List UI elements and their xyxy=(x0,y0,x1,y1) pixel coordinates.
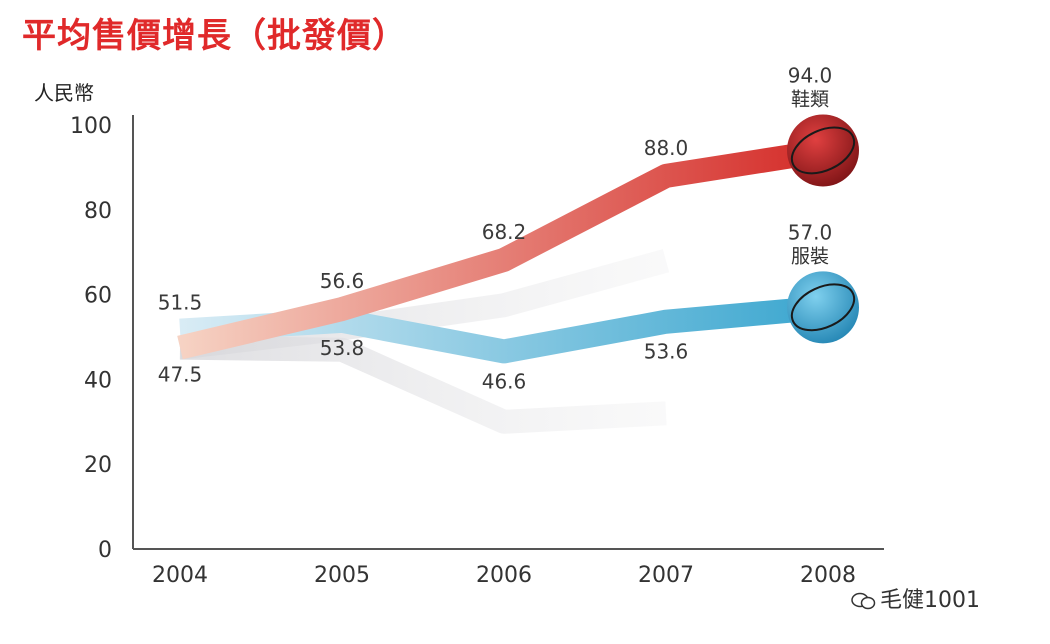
y-tick-label: 60 xyxy=(84,284,112,309)
watermark: 毛健1001 xyxy=(850,582,980,614)
series-name-label: 鞋類 xyxy=(791,88,829,110)
series-line xyxy=(177,138,830,360)
series xyxy=(177,138,830,364)
series-end-markers: 94.0鞋類 57.0服裝 xyxy=(787,63,859,344)
axes xyxy=(132,115,884,550)
chart-title: 平均售價增長（批發價） xyxy=(22,16,407,56)
x-ticks: 2004 2005 2006 2007 2008 xyxy=(152,563,856,588)
data-label: 53.6 xyxy=(644,340,689,364)
y-tick-label: 40 xyxy=(84,368,112,393)
x-tick-label: 2007 xyxy=(638,563,694,588)
data-label: 51.5 xyxy=(158,291,203,315)
x-tick-label: 2005 xyxy=(314,563,370,588)
data-label: 56.6 xyxy=(320,269,365,293)
x-tick-label: 2006 xyxy=(476,563,532,588)
x-tick-label: 2004 xyxy=(152,563,208,588)
data-labels: 47.5 56.6 68.2 88.0 51.5 53.8 46.6 53.6 xyxy=(158,136,689,394)
wechat-icon xyxy=(851,592,876,610)
data-label: 53.8 xyxy=(320,336,365,360)
ball-seam xyxy=(790,283,856,332)
y-tick-label: 80 xyxy=(84,199,112,224)
y-axis-label: 人民幣 xyxy=(34,81,94,105)
watermark-text: 毛健1001 xyxy=(880,588,980,613)
series-name-label: 服裝 xyxy=(791,245,829,267)
end-value-label: 57.0 xyxy=(788,220,833,244)
y-tick-label: 0 xyxy=(98,538,112,563)
data-label: 46.6 xyxy=(482,369,527,393)
x-tick-label: 2008 xyxy=(800,563,856,588)
data-label: 88.0 xyxy=(644,136,689,160)
ball-seam xyxy=(790,126,856,175)
y-tick-label: 100 xyxy=(70,114,112,139)
data-label: 47.5 xyxy=(158,363,203,387)
end-value-label: 94.0 xyxy=(788,63,833,87)
data-label: 68.2 xyxy=(482,220,527,244)
series-end-ball xyxy=(787,271,859,344)
y-tick-label: 20 xyxy=(84,453,112,478)
y-ticks: 0 20 40 60 80 100 xyxy=(70,114,112,563)
series-end-ball xyxy=(787,114,859,187)
background-series-band xyxy=(179,335,667,434)
